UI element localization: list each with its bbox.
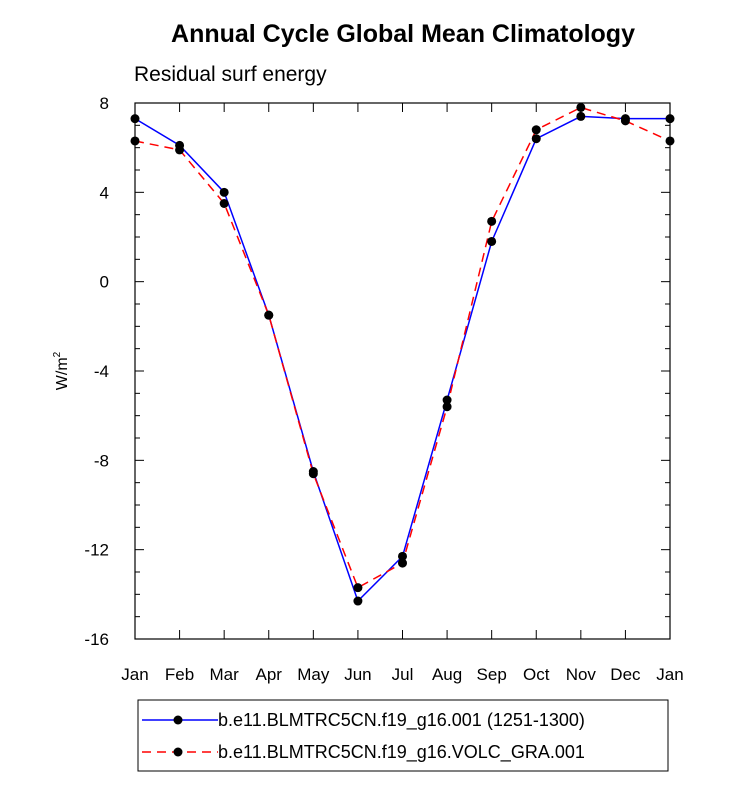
legend-box bbox=[137, 699, 669, 772]
data-point-series-2 bbox=[398, 558, 407, 568]
chart-subtitle: Residual surf energy bbox=[134, 63, 327, 86]
y-tick-label: 0 bbox=[100, 273, 109, 292]
data-point-series-2 bbox=[264, 310, 274, 320]
data-point-series-2 bbox=[531, 125, 541, 135]
data-point-series-2 bbox=[665, 136, 675, 146]
y-tick-label: -16 bbox=[84, 630, 109, 649]
x-tick-label: Dec bbox=[610, 665, 641, 684]
legend-marker-series-2 bbox=[173, 747, 183, 757]
data-point-series-2 bbox=[487, 216, 497, 226]
y-axis-tick-labels: 8 4 0 -4 -8 -12 -16 bbox=[84, 94, 109, 649]
data-point-series-2 bbox=[442, 402, 452, 412]
y-tick-label: -12 bbox=[84, 541, 109, 560]
x-tick-label: Nov bbox=[566, 665, 597, 684]
x-axis-tick-labels: Jan Feb Mar Apr May Jun Jul Aug Sep Oct Nov Dec Jan bbox=[121, 665, 683, 684]
y-tick-label: 8 bbox=[100, 94, 109, 113]
y-tick-label: 4 bbox=[100, 183, 109, 202]
data-point-series-1 bbox=[130, 114, 140, 124]
x-tick-label: May bbox=[297, 665, 330, 684]
legend-marker-series-1 bbox=[173, 715, 183, 725]
x-tick-label: Jan bbox=[121, 665, 148, 684]
x-tick-label: Feb bbox=[165, 665, 194, 684]
data-point-series-1 bbox=[531, 134, 541, 144]
x-tick-label: Jun bbox=[344, 665, 371, 684]
data-point-series-1 bbox=[398, 551, 407, 561]
axis-ticks bbox=[134, 102, 671, 640]
y-tick-label: -8 bbox=[94, 451, 109, 470]
data-point-series-2 bbox=[353, 583, 363, 593]
x-tick-label: Apr bbox=[256, 665, 283, 684]
y-tick-label: -4 bbox=[94, 362, 109, 381]
y-axis-label-superscript: 2 bbox=[52, 351, 63, 357]
x-tick-label: Jan bbox=[656, 665, 683, 684]
x-tick-label: Sep bbox=[477, 665, 507, 684]
x-tick-label: Aug bbox=[432, 665, 462, 684]
data-point-series-1 bbox=[442, 395, 452, 405]
x-tick-label: Jul bbox=[392, 665, 414, 684]
chart-title: Annual Cycle Global Mean Climatology bbox=[171, 20, 635, 48]
data-point-series-1 bbox=[219, 187, 229, 197]
data-point-series-2 bbox=[620, 116, 630, 126]
data-point-series-1 bbox=[487, 236, 497, 246]
series-line-1 bbox=[134, 115, 670, 603]
legend-label-series-2: b.e11.BLMTRC5CN.f19_g16.VOLC_GRA.001 bbox=[218, 742, 585, 763]
data-point-series-2 bbox=[175, 145, 185, 155]
data-point-series-2 bbox=[219, 199, 229, 208]
legend: b.e11.BLMTRC5CN.f19_g16.001 (1251-1300) … bbox=[137, 699, 669, 772]
x-tick-label: Mar bbox=[210, 665, 240, 684]
data-point-series-1 bbox=[665, 114, 675, 124]
series-line-2 bbox=[134, 106, 671, 589]
data-point-series-2 bbox=[576, 102, 586, 112]
x-tick-label: Oct bbox=[523, 665, 550, 684]
data-point-series-1 bbox=[576, 111, 586, 121]
data-point-series-1 bbox=[353, 596, 363, 606]
legend-label-series-1: b.e11.BLMTRC5CN.f19_g16.001 (1251-1300) bbox=[218, 710, 585, 731]
y-axis-label: W/m2 bbox=[52, 351, 71, 390]
y-axis-label-text: W/m bbox=[54, 357, 71, 390]
data-point-series-2 bbox=[308, 469, 318, 479]
data-point-series-2 bbox=[130, 136, 140, 146]
series-layer bbox=[130, 102, 675, 606]
